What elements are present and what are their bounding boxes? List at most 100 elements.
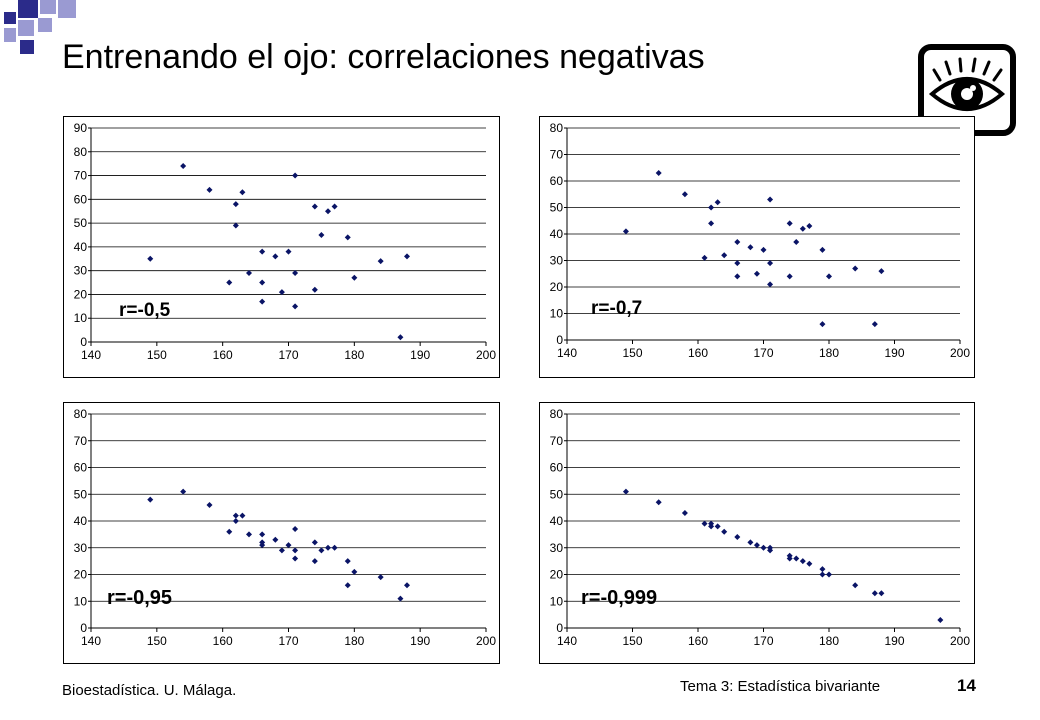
y-tick-label: 20: [550, 568, 564, 582]
x-tick-label: 200: [950, 346, 970, 360]
y-tick-label: 10: [550, 594, 564, 608]
y-tick-label: 70: [74, 434, 88, 448]
logo-block: [4, 28, 16, 42]
data-point: [708, 204, 715, 211]
slide-title: Entrenando el ojo: correlaciones negativ…: [62, 38, 705, 76]
y-tick-label: 40: [550, 227, 564, 241]
data-point: [819, 571, 826, 578]
data-point: [819, 246, 826, 253]
data-point: [246, 531, 252, 538]
data-point: [344, 558, 351, 565]
y-tick-label: 0: [556, 621, 563, 635]
x-tick-label: 160: [688, 634, 708, 648]
y-tick-label: 80: [74, 145, 88, 159]
footer-right: Tema 3: Estadística bivariante: [680, 678, 881, 695]
correlation-label: r=-0,95: [107, 587, 172, 609]
data-point: [232, 222, 239, 229]
data-point: [655, 499, 662, 506]
scatter-chart-1: 0 10 20 30 40 50 60 70 80 90 140 150 160 170 180 190 200…: [63, 116, 500, 378]
data-point: [878, 590, 885, 597]
x-tick-label: 170: [753, 634, 773, 648]
y-tick-label: 0: [80, 335, 87, 349]
data-point: [239, 189, 246, 196]
data-point: [311, 558, 318, 565]
y-tick-label: 20: [550, 280, 564, 294]
data-point: [292, 270, 299, 277]
data-point: [377, 258, 384, 265]
data-point: [760, 544, 767, 551]
data-point: [292, 526, 299, 533]
data-point: [760, 246, 767, 253]
data-point: [397, 334, 404, 341]
data-point: [871, 321, 878, 328]
logo-block: [58, 0, 76, 18]
data-point: [826, 571, 832, 578]
data-point: [311, 203, 318, 210]
data-point: [721, 528, 728, 535]
data-point: [767, 547, 774, 554]
data-point: [232, 201, 239, 208]
y-tick-label: 60: [550, 174, 564, 188]
y-tick-label: 10: [74, 311, 88, 325]
data-point: [292, 172, 299, 179]
data-point: [344, 582, 351, 589]
y-tick-label: 70: [550, 434, 564, 448]
x-tick-label: 150: [622, 346, 642, 360]
data-point: [226, 528, 233, 535]
y-tick-label: 10: [550, 307, 564, 321]
eye-icon: [918, 44, 1016, 136]
y-tick-label: 10: [74, 594, 88, 608]
data-point: [278, 547, 285, 554]
correlation-label: r=-0,7: [591, 298, 642, 319]
data-point: [311, 286, 318, 293]
data-point: [826, 273, 832, 280]
y-tick-label: 30: [74, 541, 88, 555]
data-point: [852, 582, 859, 589]
x-tick-label: 140: [81, 348, 101, 362]
y-tick-label: 20: [74, 568, 88, 582]
x-tick-label: 160: [213, 348, 233, 362]
y-tick-label: 80: [550, 121, 564, 135]
data-point: [799, 558, 806, 565]
logo-block: [18, 20, 34, 36]
data-point: [793, 555, 800, 562]
y-tick-label: 50: [74, 487, 88, 501]
data-point: [708, 523, 715, 530]
data-point: [734, 238, 741, 245]
y-tick-label: 40: [74, 240, 88, 254]
x-tick-label: 150: [622, 634, 642, 648]
y-tick-label: 0: [556, 333, 563, 347]
data-point: [747, 244, 754, 251]
x-tick-label: 160: [688, 346, 708, 360]
data-point: [937, 616, 944, 623]
data-point: [708, 220, 715, 227]
x-tick-label: 160: [213, 634, 233, 648]
logo-block: [18, 0, 38, 18]
data-point: [285, 542, 292, 549]
data-point: [351, 568, 358, 575]
data-point: [721, 252, 728, 259]
y-tick-label: 30: [550, 541, 564, 555]
data-point: [681, 509, 688, 516]
data-point: [767, 281, 774, 288]
slide-logo-icon: [4, 0, 76, 54]
data-point: [753, 542, 760, 549]
y-tick-label: 50: [550, 487, 564, 501]
x-tick-label: 150: [147, 634, 167, 648]
data-point: [325, 544, 331, 551]
y-tick-label: 50: [74, 216, 88, 230]
data-point: [786, 273, 793, 280]
x-tick-label: 190: [410, 634, 430, 648]
data-point: [701, 254, 708, 261]
data-point: [753, 270, 760, 277]
data-point: [714, 523, 721, 530]
chart-frame: [63, 402, 500, 664]
data-point: [325, 208, 331, 215]
data-point: [852, 265, 859, 272]
data-point: [878, 268, 885, 275]
data-point: [806, 560, 813, 567]
data-point: [799, 225, 806, 232]
logo-block: [20, 40, 34, 54]
data-point: [180, 163, 187, 170]
data-point: [819, 566, 826, 573]
